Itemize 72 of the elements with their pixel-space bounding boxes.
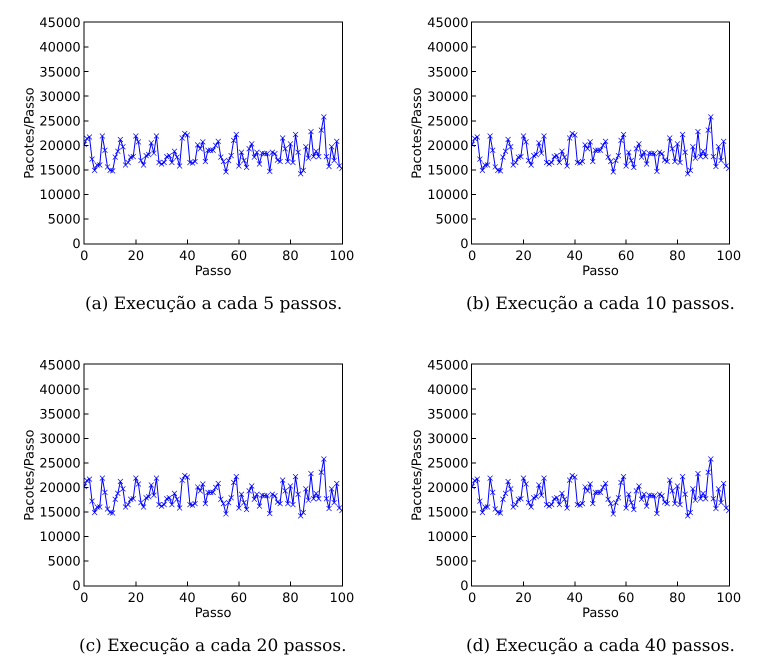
y-tick-label: 45000 bbox=[39, 16, 81, 32]
x-tick-label: 60 bbox=[230, 591, 248, 606]
text: (a) Execução a cada 5 passos. bbox=[85, 294, 342, 314]
y-tick-label: 0 bbox=[72, 579, 81, 594]
x-tick-label: 60 bbox=[618, 249, 634, 264]
x-axis-title: Passo bbox=[582, 264, 619, 280]
y-tick-label: 40000 bbox=[39, 40, 81, 56]
x-tick-label: 40 bbox=[566, 249, 584, 264]
x-tick-label: 40 bbox=[566, 591, 584, 606]
y-tick-label: 20000 bbox=[39, 138, 81, 154]
y-tick-label: 5000 bbox=[48, 212, 81, 228]
y-tick-label: 40000 bbox=[39, 382, 81, 398]
y-tick-label: 30000 bbox=[39, 432, 81, 447]
x-tick-label: 100 bbox=[716, 249, 742, 264]
x-tick-label: 100 bbox=[716, 591, 742, 606]
y-tick-label: 20000 bbox=[427, 138, 469, 154]
y-axis-title: Pacotes/Passo bbox=[22, 429, 38, 521]
y-axis-title: Pacotes/Passo bbox=[410, 429, 426, 521]
y-tick-label: 35000 bbox=[427, 407, 469, 422]
y-tick-label: 25000 bbox=[427, 456, 469, 472]
x-tick-label: 40 bbox=[179, 249, 196, 264]
text: (b) Execução a cada 10 passos. bbox=[466, 294, 735, 314]
y-tick-label: 15000 bbox=[427, 506, 469, 521]
y-tick-label: 45000 bbox=[427, 16, 469, 32]
y-tick-label: 0 bbox=[460, 579, 469, 594]
y-tick-label: 5000 bbox=[48, 554, 81, 570]
x-axis-title: Passo bbox=[582, 606, 619, 622]
y-tick-label: 30000 bbox=[39, 90, 81, 105]
x-tick-label: 20 bbox=[515, 249, 532, 264]
x-tick-label: 20 bbox=[515, 591, 532, 606]
y-tick-label: 45000 bbox=[427, 358, 469, 374]
y-axis-title: Pacotes/Passo bbox=[410, 87, 426, 179]
y-tick-label: 10000 bbox=[427, 530, 469, 546]
y-tick-label: 25000 bbox=[427, 114, 469, 130]
y-axis-title: Pacotes/Passo bbox=[22, 87, 38, 179]
y-tick-label: 0 bbox=[460, 237, 469, 252]
y-tick-label: 10000 bbox=[39, 188, 81, 203]
y-tick-label: 15000 bbox=[39, 506, 81, 521]
x-tick-label: 100 bbox=[329, 591, 354, 606]
y-tick-label: 10000 bbox=[39, 530, 81, 546]
y-tick-label: 30000 bbox=[427, 90, 469, 105]
x-tick-label: 80 bbox=[282, 249, 299, 264]
y-tick-label: 25000 bbox=[39, 456, 81, 472]
x-axis-title: Passo bbox=[194, 606, 232, 622]
y-tick-label: 30000 bbox=[427, 432, 469, 447]
y-tick-label: 35000 bbox=[39, 65, 81, 80]
x-axis-title: Passo bbox=[194, 264, 232, 280]
x-tick-label: 40 bbox=[179, 591, 196, 606]
y-tick-label: 5000 bbox=[435, 554, 469, 570]
text: (c) Execução a cada 20 passos. bbox=[79, 636, 346, 656]
x-tick-label: 80 bbox=[282, 591, 299, 606]
x-tick-label: 60 bbox=[618, 591, 634, 606]
y-tick-label: 0 bbox=[72, 237, 81, 252]
text: (d) Execução a cada 40 passos. bbox=[466, 636, 735, 656]
x-tick-label: 80 bbox=[669, 249, 686, 264]
x-tick-label: 20 bbox=[128, 249, 144, 264]
y-tick-label: 40000 bbox=[427, 40, 469, 56]
y-tick-label: 40000 bbox=[427, 382, 469, 398]
y-tick-label: 20000 bbox=[427, 480, 469, 496]
y-tick-label: 35000 bbox=[427, 65, 469, 80]
y-tick-label: 25000 bbox=[39, 114, 81, 130]
y-tick-label: 5000 bbox=[435, 212, 469, 228]
x-tick-label: 20 bbox=[128, 591, 144, 606]
y-tick-label: 20000 bbox=[39, 480, 81, 496]
y-tick-label: 35000 bbox=[39, 407, 81, 422]
y-tick-label: 15000 bbox=[39, 163, 81, 178]
y-tick-label: 10000 bbox=[427, 188, 469, 203]
x-tick-label: 60 bbox=[230, 249, 248, 264]
y-tick-label: 15000 bbox=[427, 163, 469, 178]
x-tick-label: 80 bbox=[669, 591, 686, 606]
x-tick-label: 100 bbox=[329, 249, 354, 264]
y-tick-label: 45000 bbox=[39, 358, 81, 374]
